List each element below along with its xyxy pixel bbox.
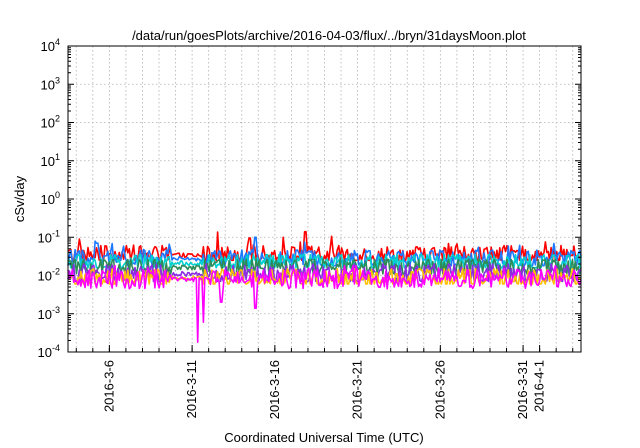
y-tick-label: 102 — [41, 114, 60, 131]
x-axis-label: Coordinated Universal Time (UTC) — [224, 430, 423, 445]
y-tick-label: 10-1 — [38, 228, 60, 245]
x-tick-label: 2016-3-21 — [350, 360, 365, 419]
y-tick-label: 10-4 — [38, 343, 60, 360]
y-axis: 10-4 10-3 10-2 10-1 100 101 102 103 104 — [38, 37, 581, 360]
x-tick-label: 2016-3-26 — [432, 360, 447, 419]
y-tick-label: 100 — [41, 190, 60, 207]
chart-title: /data/run/goesPlots/archive/2016-04-03/f… — [132, 28, 526, 43]
y-axis-label: cSv/day — [12, 175, 27, 222]
grid — [68, 46, 581, 352]
series-line — [67, 230, 582, 262]
series-line — [67, 258, 582, 275]
x-tick-label: 2016-3-6 — [101, 360, 116, 412]
y-tick-label: 104 — [41, 37, 60, 54]
y-tick-label: 10-3 — [38, 305, 60, 322]
x-tick-label: 2016-4-1 — [532, 360, 547, 412]
y-tick-label: 101 — [41, 152, 60, 169]
series-line — [67, 264, 582, 344]
x-tick-label: 2016-3-31 — [515, 360, 530, 419]
series-lines — [67, 230, 582, 344]
y-tick-label: 10-2 — [38, 267, 60, 284]
y-tick-label: 103 — [41, 75, 60, 92]
x-axis: 2016-3-6 2016-3-11 2016-3-16 2016-3-21 2016-… — [75, 345, 574, 419]
x-tick-label: 2016-3-16 — [267, 360, 282, 419]
x-tick-label: 2016-3-11 — [184, 360, 199, 418]
